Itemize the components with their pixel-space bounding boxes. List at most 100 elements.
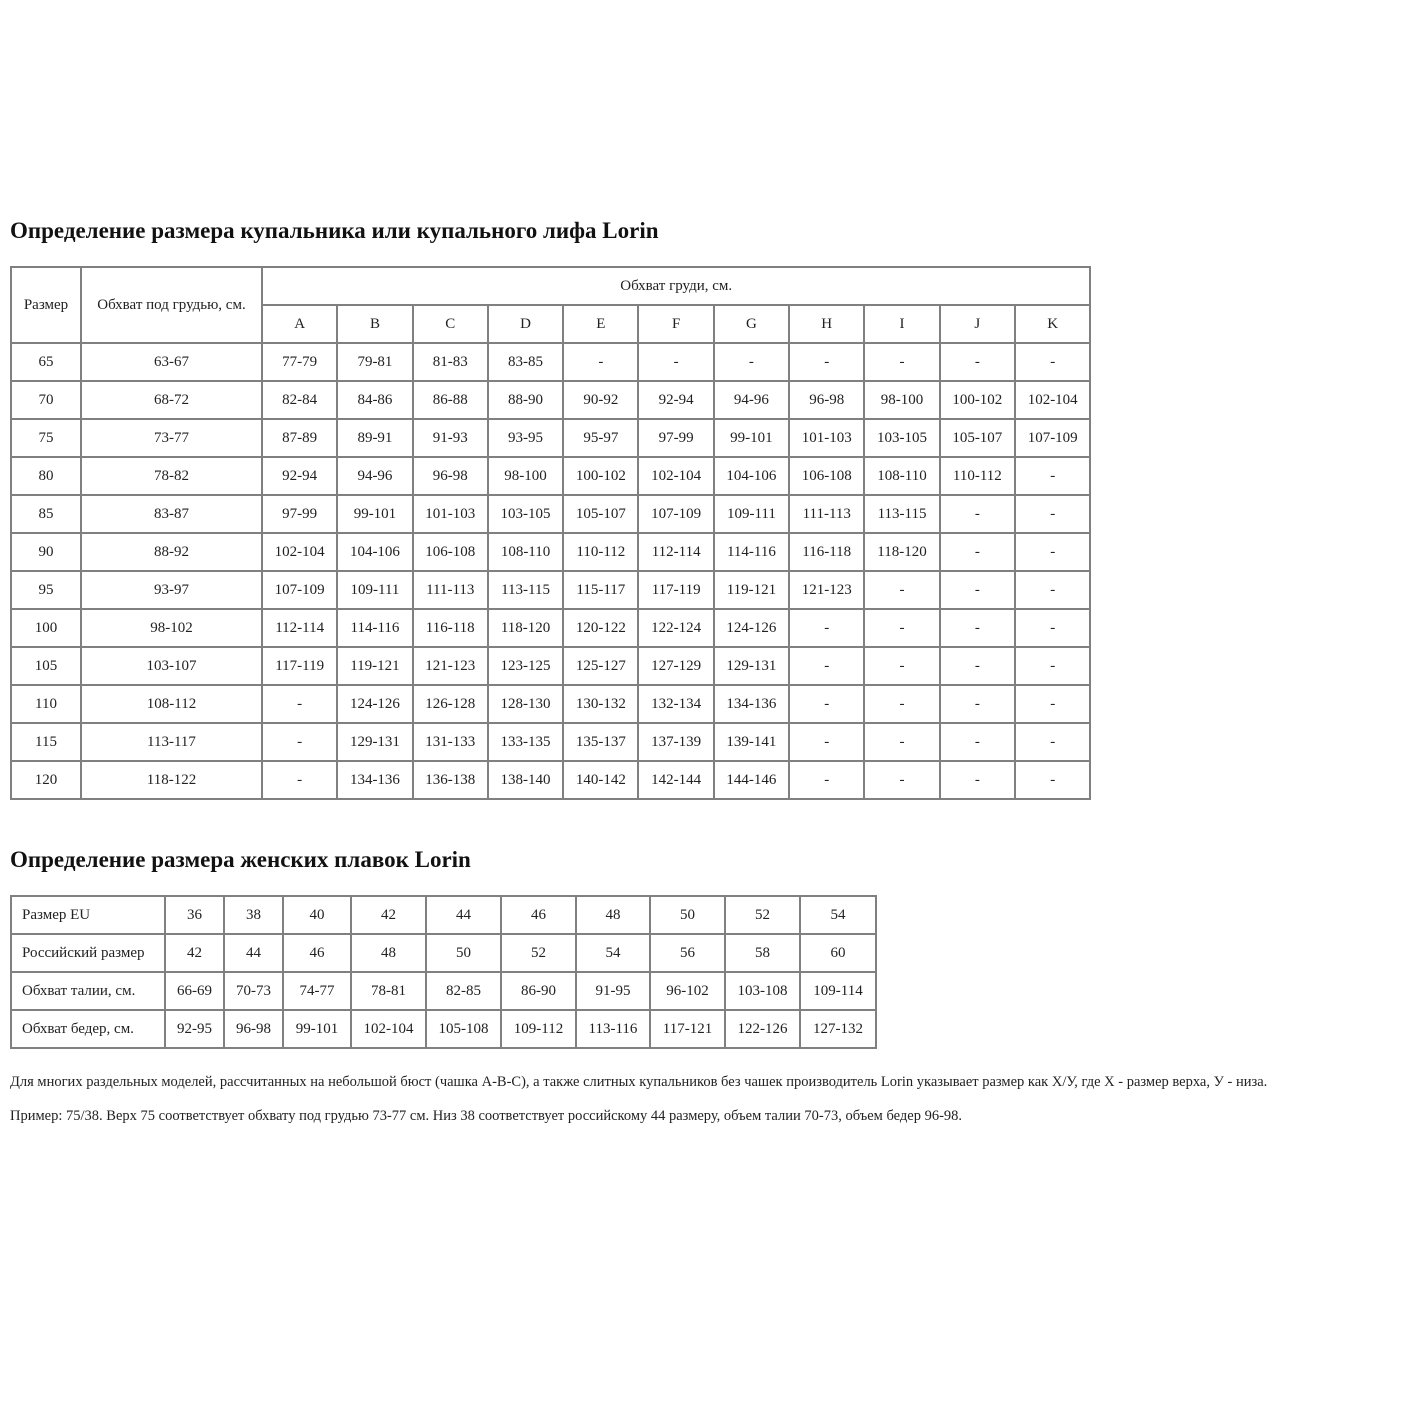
bust-cell: - — [863, 684, 941, 724]
value-cell: 122-126 — [724, 1009, 801, 1049]
bust-cell: 118-120 — [486, 608, 565, 648]
value-cell: 40 — [282, 895, 352, 935]
bust-cell: 104-106 — [336, 532, 414, 572]
value-cell: 50 — [425, 933, 502, 973]
value-cell: 109-112 — [500, 1009, 577, 1049]
bust-cell: 138-140 — [486, 760, 565, 800]
bust-cell: 88-90 — [486, 380, 565, 420]
value-cell: 109-114 — [799, 971, 877, 1011]
bust-cell: 108-110 — [863, 456, 941, 496]
bust-cell: 111-113 — [411, 570, 489, 610]
table-row: 90 88-92 102-104 104-106 106-108 108-110 110-1… — [10, 532, 1092, 572]
bust-cell: - — [1013, 342, 1092, 382]
bust-cell: 124-126 — [336, 684, 414, 724]
bust-cell: 96-98 — [411, 456, 489, 496]
bust-cell: - — [260, 684, 339, 724]
value-cell: 102-104 — [350, 1009, 427, 1049]
table-row: 110 108-112-124-126 126-128 128-130 130-132 1… — [10, 684, 1092, 724]
value-cell: 70-73 — [223, 971, 284, 1011]
size-cell: 110 — [10, 684, 82, 724]
bust-cell: 81-83 — [411, 342, 489, 382]
bust-cell: 106-108 — [411, 532, 489, 572]
bust-cell: 106-108 — [788, 456, 866, 496]
size-cell: 75 — [10, 418, 82, 458]
table-row: 105 103-107 117-119 119-121 121-123 123-125 12… — [10, 646, 1092, 686]
bust-cell: 122-124 — [637, 608, 715, 648]
bust-cell: 92-94 — [260, 456, 339, 496]
underbust-cell: 83-87 — [80, 494, 263, 534]
bust-cell: 117-119 — [260, 646, 339, 686]
bust-cell: 119-121 — [336, 646, 414, 686]
bust-cell: 121-123 — [411, 646, 489, 686]
value-cell: 91-95 — [575, 971, 651, 1011]
value-cell: 66-69 — [164, 971, 225, 1011]
bust-cell: - — [712, 342, 791, 382]
bust-cell: 140-142 — [562, 760, 640, 800]
bust-cell: 137-139 — [637, 722, 715, 762]
bust-cell: - — [1013, 608, 1092, 648]
value-cell: 36 — [164, 895, 225, 935]
example-note: Пример: 75/38. Верх 75 соответствует обх… — [10, 1108, 963, 1124]
bust-cell: 107-109 — [260, 570, 339, 610]
bust-cell: 103-105 — [863, 418, 941, 458]
bust-cell: - — [938, 532, 1016, 572]
table-row: Обхват талии, см. 66-69 70-73 74-77 78-81 82-… — [10, 971, 877, 1011]
bust-cell: 104-106 — [712, 456, 791, 496]
table-row: 115 113-117-129-131 131-133 133-135 135-137 1… — [10, 722, 1092, 762]
bust-cell: 136-138 — [411, 760, 489, 800]
bust-cell: - — [1013, 722, 1092, 762]
bust-cell: 134-136 — [336, 760, 414, 800]
bust-cell: 91-93 — [411, 418, 489, 458]
size-cell: 115 — [10, 722, 82, 762]
bust-cell: 129-131 — [336, 722, 414, 762]
underbust-cell: 73-77 — [80, 418, 263, 458]
bust-cell: 131-133 — [411, 722, 489, 762]
bust-cell: 113-115 — [486, 570, 565, 610]
underbust-cell: 68-72 — [80, 380, 263, 420]
bust-cell: - — [1013, 456, 1092, 496]
bust-cell: - — [938, 760, 1016, 800]
bust-cell: - — [863, 722, 941, 762]
bust-cell: - — [938, 570, 1016, 610]
bust-cell: - — [1013, 532, 1092, 572]
bust-cell: - — [1013, 494, 1092, 534]
value-cell: 38 — [223, 895, 284, 935]
table-row: Размер EU 36 38 40 42 44 46 48 50 52 54 — [10, 895, 877, 935]
bust-cell: 144-146 — [712, 760, 791, 800]
underbust-cell: 108-112 — [80, 684, 263, 724]
row-label: Обхват бедер, см. — [10, 1009, 166, 1049]
table-row: 75 73-77 87-89 89-91 91-93 93-95 95-97 97-99 99-… — [10, 418, 1092, 458]
bust-cell: 107-109 — [1013, 418, 1092, 458]
value-cell: 48 — [575, 895, 651, 935]
cup-header: B — [336, 304, 414, 344]
bust-cell: - — [788, 608, 866, 648]
bust-cell: 94-96 — [712, 380, 791, 420]
value-cell: 103-108 — [724, 971, 801, 1011]
bust-cell: 96-98 — [788, 380, 866, 420]
value-cell: 56 — [649, 933, 726, 973]
bust-cell: - — [1013, 760, 1092, 800]
bust-cell: 100-102 — [562, 456, 640, 496]
underbust-cell: 118-122 — [80, 760, 263, 800]
cup-header: K — [1013, 304, 1092, 344]
bust-cell: - — [1013, 684, 1092, 724]
header-bust: Обхват груди, см. — [260, 266, 1092, 306]
value-cell: 96-102 — [649, 971, 726, 1011]
bra-size-table: Размер Обхват под грудью, см. Обхват груди… — [10, 266, 1092, 800]
header-size: Размер — [10, 266, 82, 344]
value-cell: 113-116 — [575, 1009, 651, 1049]
size-cell: 70 — [10, 380, 82, 420]
bust-cell: 125-127 — [562, 646, 640, 686]
bust-cell: - — [863, 608, 941, 648]
bust-cell: 108-110 — [486, 532, 565, 572]
cup-header: E — [562, 304, 640, 344]
bust-cell: - — [938, 722, 1016, 762]
size-cell: 100 — [10, 608, 82, 648]
value-cell: 74-77 — [282, 971, 352, 1011]
value-cell: 44 — [425, 895, 502, 935]
bust-cell: - — [562, 342, 640, 382]
bust-cell: 105-107 — [562, 494, 640, 534]
bust-cell: 86-88 — [411, 380, 489, 420]
bust-cell: 97-99 — [637, 418, 715, 458]
bust-cell: - — [1013, 646, 1092, 686]
